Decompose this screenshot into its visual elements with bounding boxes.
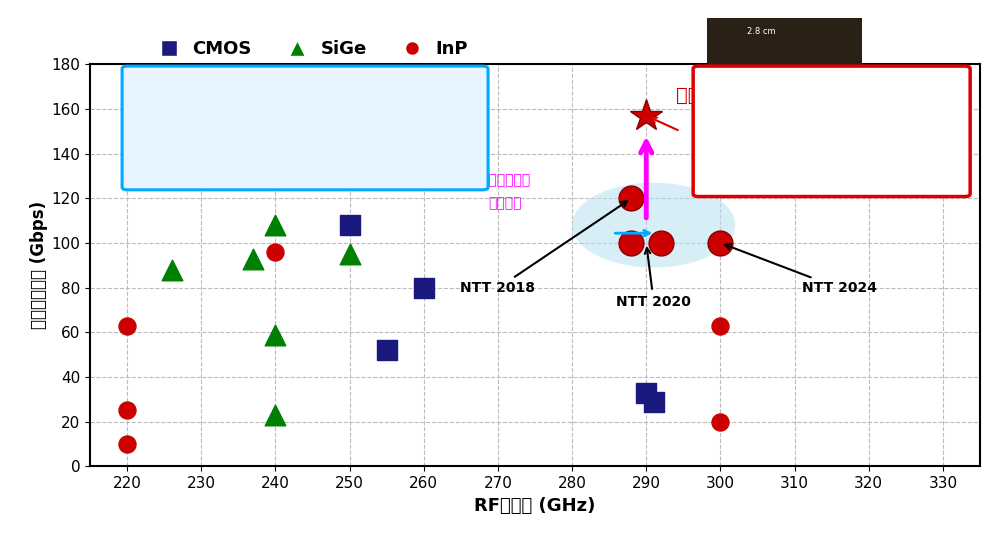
Text: 集積化による: 集積化による [480, 174, 530, 188]
Text: 15 cm: 15 cm [290, 117, 320, 126]
Text: NTT 2020: NTT 2020 [616, 248, 691, 309]
Point [712, 418, 728, 426]
Text: フィルタ: フィルタ [378, 146, 397, 155]
Y-axis label: データレート (Gbps): データレート (Gbps) [30, 201, 48, 330]
Point [623, 194, 639, 203]
FancyBboxPatch shape [140, 109, 470, 179]
Text: 2.8 cm: 2.8 cm [747, 27, 776, 36]
Text: NTT 2024: NTT 2024 [725, 244, 877, 295]
Point [342, 250, 358, 258]
Text: NTT 2018: NTT 2018 [460, 201, 627, 295]
Point [267, 330, 283, 339]
Text: RF PA: RF PA [426, 166, 448, 175]
Point [342, 221, 358, 229]
Text: 小型 FE: 小型 FE [707, 109, 739, 119]
Text: 要素部品集積化による: 要素部品集積化による [707, 77, 773, 87]
Text: LO PA: LO PA [261, 166, 283, 175]
Point [379, 346, 395, 354]
Text: 広帯域化: 広帯域化 [489, 196, 522, 210]
Point [638, 388, 654, 397]
Point [267, 248, 283, 256]
Point [416, 284, 432, 292]
Point [623, 239, 639, 247]
Point [653, 239, 669, 247]
Point [119, 321, 135, 330]
FancyBboxPatch shape [707, 143, 956, 178]
Point [267, 411, 283, 419]
Legend: CMOS, SiGe, InP: CMOS, SiGe, InP [144, 33, 475, 65]
Point [164, 265, 180, 274]
Point [267, 221, 283, 229]
Text: 従来：バラック形態（要素部品の組合せ）FE: 従来：バラック形態（要素部品の組合せ）FE [136, 77, 277, 87]
Text: ミキサ: ミキサ [348, 166, 361, 175]
Point [646, 397, 662, 406]
FancyBboxPatch shape [707, 18, 862, 65]
Point [245, 255, 261, 263]
Ellipse shape [572, 183, 735, 267]
Point [119, 406, 135, 415]
Point [712, 239, 728, 247]
X-axis label: RF周波数 (GHz): RF周波数 (GHz) [474, 496, 596, 515]
Text: 本成果: 本成果 [676, 86, 711, 105]
Point [119, 440, 135, 448]
Text: LO PA: LO PA [179, 166, 201, 175]
Point [712, 321, 728, 330]
